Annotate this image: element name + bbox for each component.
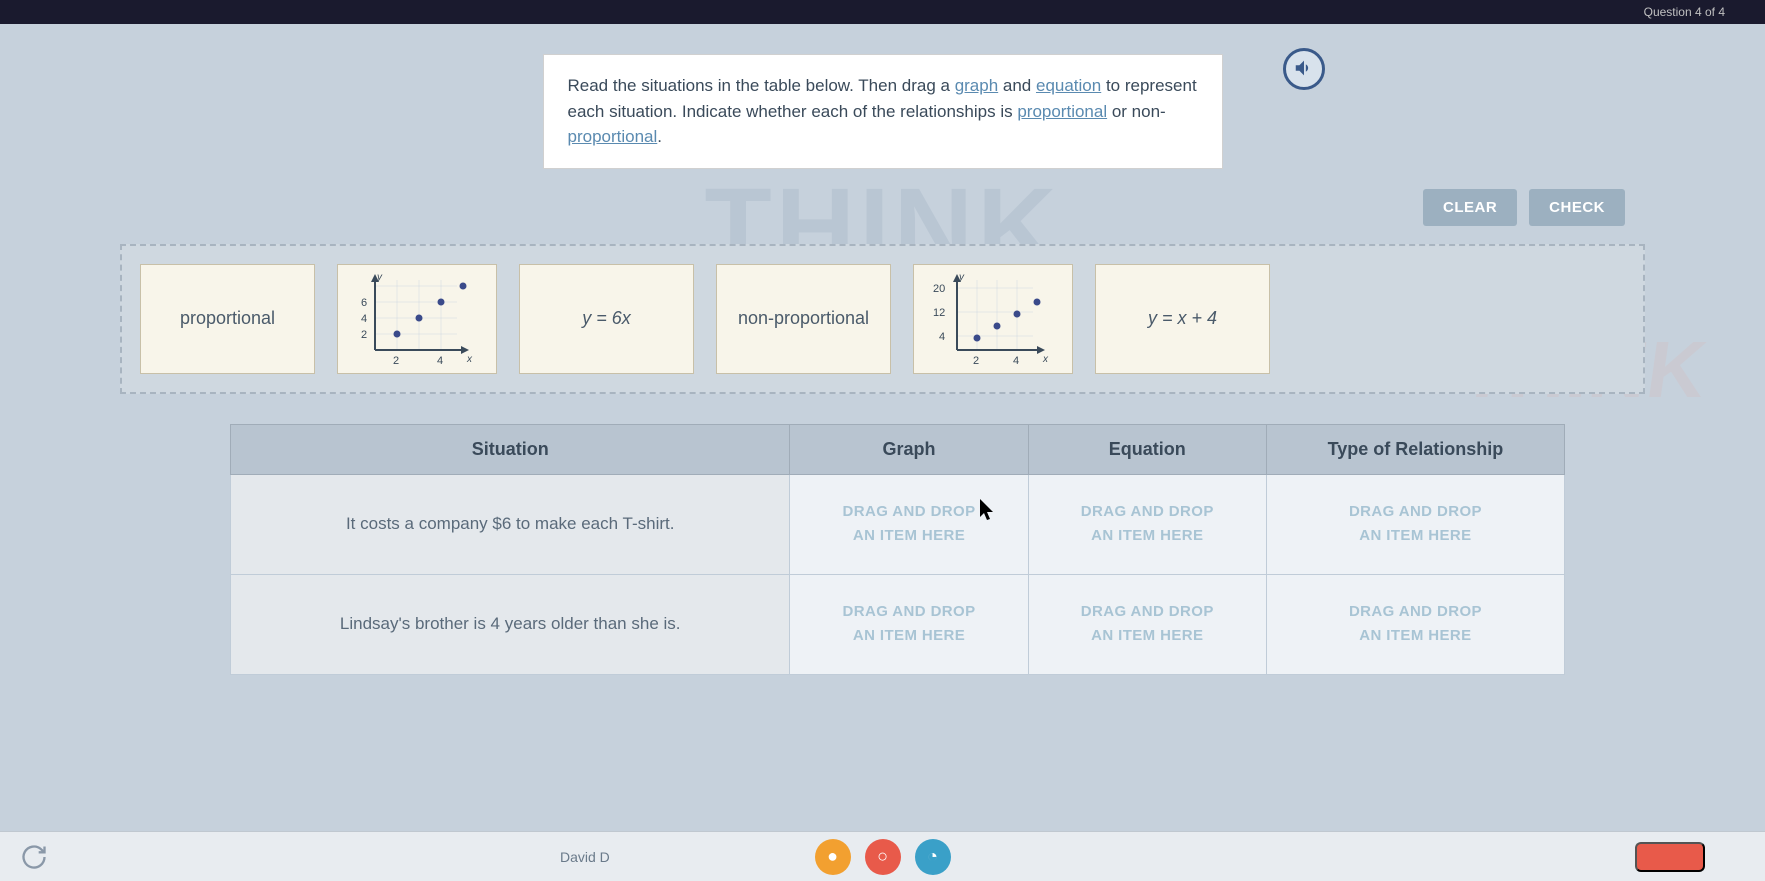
- svg-text:4: 4: [939, 331, 945, 343]
- drop-line1: DRAG AND DROP: [843, 503, 976, 520]
- drop-line2: AN ITEM HERE: [1091, 627, 1203, 644]
- col-relationship: Type of Relationship: [1266, 424, 1564, 474]
- tile-label: y = x + 4: [1148, 308, 1217, 329]
- drop-relationship-0[interactable]: DRAG AND DROP AN ITEM HERE: [1266, 474, 1564, 574]
- graph-a-svg: 2 4 6 2 4 y x: [347, 270, 487, 368]
- tile-non-proportional[interactable]: non-proportional: [716, 264, 891, 374]
- instruction-text-4: or non-: [1107, 102, 1166, 121]
- situation-cell: Lindsay's brother is 4 years older than …: [231, 574, 790, 674]
- link-proportional[interactable]: proportional: [1017, 102, 1107, 121]
- bottom-dock: David D ● ○ ◔: [0, 831, 1765, 881]
- table-row: It costs a company $6 to make each T-shi…: [231, 474, 1565, 574]
- drop-line1: DRAG AND DROP: [1081, 503, 1214, 520]
- svg-text:y: y: [376, 272, 383, 283]
- work-area: THINK THINK Read the situations in the t…: [0, 24, 1765, 881]
- drop-line2: AN ITEM HERE: [1091, 527, 1203, 544]
- instruction-card: Read the situations in the table below. …: [543, 54, 1223, 169]
- svg-text:x: x: [466, 354, 473, 365]
- drop-equation-0[interactable]: DRAG AND DROP AN ITEM HERE: [1028, 474, 1266, 574]
- cursor-icon: [980, 499, 998, 527]
- drop-line1: DRAG AND DROP: [843, 603, 976, 620]
- instruction-text-1: Read the situations in the table below. …: [568, 76, 955, 95]
- graph-b-svg: 4 12 20 2 4 y x: [923, 270, 1063, 368]
- svg-text:4: 4: [1013, 355, 1019, 367]
- drop-line2: AN ITEM HERE: [1359, 527, 1471, 544]
- instruction-text-5: .: [657, 127, 662, 146]
- answer-table: Situation Graph Equation Type of Relatio…: [230, 424, 1565, 675]
- svg-text:6: 6: [361, 297, 367, 309]
- col-situation: Situation: [231, 424, 790, 474]
- drop-line1: DRAG AND DROP: [1349, 503, 1482, 520]
- dock-icon-3[interactable]: ◔: [915, 839, 951, 875]
- tile-graph-a[interactable]: 2 4 6 2 4 y x: [337, 264, 497, 374]
- corner-refresh-icon[interactable]: [20, 843, 48, 871]
- drop-line2: AN ITEM HERE: [853, 527, 965, 544]
- dock-icon-2[interactable]: ○: [865, 839, 901, 875]
- svg-text:20: 20: [933, 283, 945, 295]
- tile-graph-b[interactable]: 4 12 20 2 4 y x: [913, 264, 1073, 374]
- drop-line2: AN ITEM HERE: [1359, 627, 1471, 644]
- situation-cell: It costs a company $6 to make each T-shi…: [231, 474, 790, 574]
- svg-text:x: x: [1042, 354, 1049, 365]
- dock-user-label: David D: [560, 849, 610, 865]
- drop-equation-1[interactable]: DRAG AND DROP AN ITEM HERE: [1028, 574, 1266, 674]
- check-button[interactable]: CHECK: [1529, 189, 1625, 226]
- drop-graph-1[interactable]: DRAG AND DROP AN ITEM HERE: [790, 574, 1028, 674]
- question-counter: Question 4 of 4: [1644, 5, 1725, 19]
- svg-text:2: 2: [973, 355, 979, 367]
- svg-text:2: 2: [393, 355, 399, 367]
- action-bar: CLEAR CHECK: [80, 189, 1625, 226]
- svg-text:4: 4: [437, 355, 443, 367]
- drop-relationship-1[interactable]: DRAG AND DROP AN ITEM HERE: [1266, 574, 1564, 674]
- tile-proportional[interactable]: proportional: [140, 264, 315, 374]
- clear-button[interactable]: CLEAR: [1423, 189, 1517, 226]
- link-graph[interactable]: graph: [955, 76, 998, 95]
- svg-text:y: y: [958, 272, 965, 283]
- svg-text:12: 12: [933, 307, 945, 319]
- link-proportional-2[interactable]: proportional: [568, 127, 658, 146]
- draggable-tiles-row: proportional 2 4 6 2 4 y: [120, 244, 1645, 394]
- drop-line1: DRAG AND DROP: [1081, 603, 1214, 620]
- tile-label: proportional: [180, 308, 275, 329]
- drop-line1: DRAG AND DROP: [1349, 603, 1482, 620]
- drop-line2: AN ITEM HERE: [853, 627, 965, 644]
- dock-icon-1[interactable]: ●: [815, 839, 851, 875]
- speaker-icon: [1293, 57, 1315, 82]
- svg-text:4: 4: [361, 313, 367, 325]
- tile-equation-b[interactable]: y = x + 4: [1095, 264, 1270, 374]
- col-equation: Equation: [1028, 424, 1266, 474]
- tile-label: y = 6x: [582, 308, 631, 329]
- col-graph: Graph: [790, 424, 1028, 474]
- instruction-text-2: and: [998, 76, 1036, 95]
- table-row: Lindsay's brother is 4 years older than …: [231, 574, 1565, 674]
- audio-button[interactable]: [1283, 48, 1325, 90]
- svg-text:2: 2: [361, 329, 367, 341]
- dock-red-button[interactable]: [1635, 842, 1705, 872]
- table-header-row: Situation Graph Equation Type of Relatio…: [231, 424, 1565, 474]
- top-bar: Question 4 of 4: [0, 0, 1765, 24]
- link-equation[interactable]: equation: [1036, 76, 1101, 95]
- tile-equation-a[interactable]: y = 6x: [519, 264, 694, 374]
- tile-label: non-proportional: [738, 308, 869, 329]
